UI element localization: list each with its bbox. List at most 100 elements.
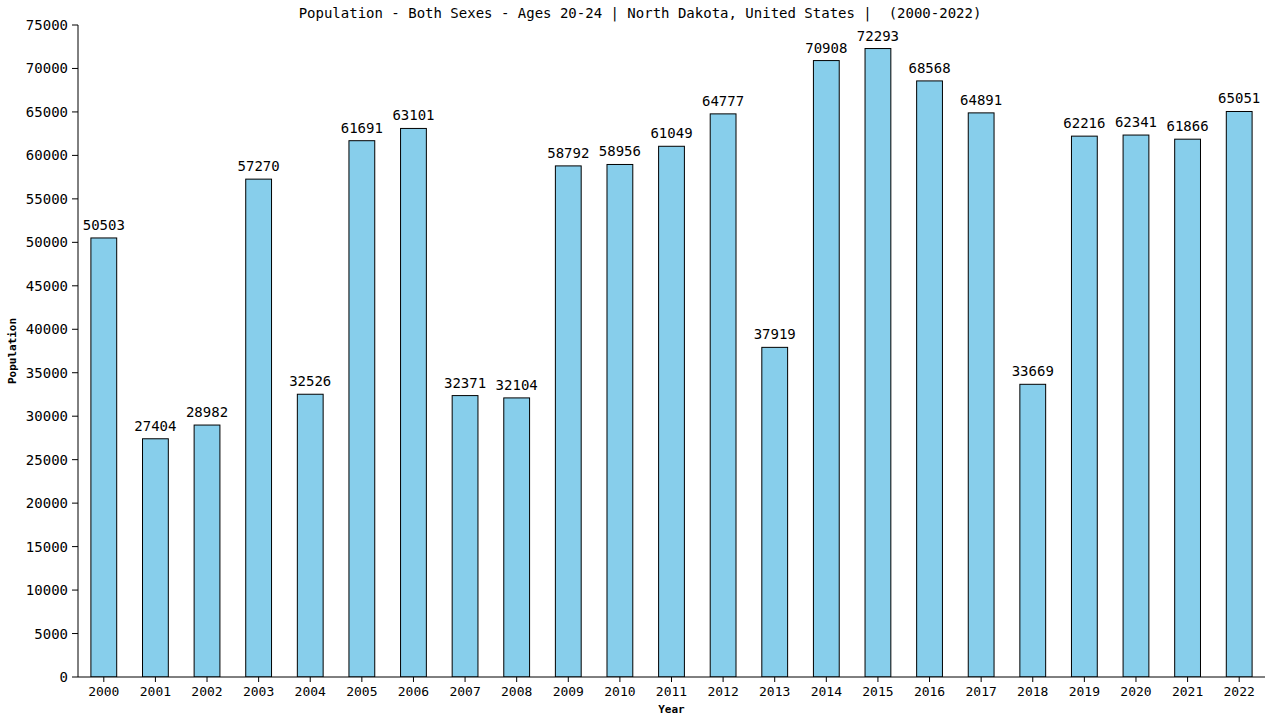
x-tick-label: 2017: [965, 684, 996, 699]
data-label: 28982: [186, 404, 228, 420]
y-axis: [78, 25, 79, 677]
chart-svg: 5050327404289825727032526616916310132371…: [0, 0, 1280, 720]
x-tick-label: 2022: [1224, 684, 1255, 699]
x-tick-label: 2007: [449, 684, 480, 699]
y-tick: [72, 198, 78, 199]
data-label: 33669: [1012, 363, 1054, 379]
chart-container: 5050327404289825727032526616916310132371…: [0, 0, 1280, 720]
data-label: 32371: [444, 375, 486, 391]
data-label: 61691: [341, 120, 383, 136]
x-tick: [361, 677, 362, 682]
x-tick-label: 2000: [88, 684, 119, 699]
x-axis-label: Year: [658, 703, 685, 716]
x-tick-label: 2011: [656, 684, 687, 699]
y-tick-label: 75000: [26, 17, 68, 33]
x-tick-label: 2016: [914, 684, 945, 699]
y-tick-label: 65000: [26, 104, 68, 120]
x-tick: [877, 677, 878, 682]
data-label: 37919: [754, 326, 796, 342]
data-label: 64891: [960, 92, 1002, 108]
bar: [917, 81, 943, 677]
y-tick: [72, 416, 78, 417]
data-label: 68568: [908, 60, 950, 76]
x-tick: [619, 677, 620, 682]
x-tick-label: 2012: [707, 684, 738, 699]
x-tick: [465, 677, 466, 682]
y-tick-label: 70000: [26, 60, 68, 76]
bar: [143, 439, 169, 677]
y-tick-label: 10000: [26, 582, 68, 598]
x-tick-label: 2008: [501, 684, 532, 699]
data-label: 70908: [805, 40, 847, 56]
y-tick: [72, 546, 78, 547]
data-label: 64777: [702, 93, 744, 109]
x-tick-label: 2006: [398, 684, 429, 699]
data-label: 61049: [650, 125, 692, 141]
bar: [555, 166, 581, 677]
bar: [1020, 384, 1046, 677]
x-tick: [207, 677, 208, 682]
x-tick: [826, 677, 827, 682]
bar: [194, 425, 220, 677]
data-label: 62216: [1063, 115, 1105, 131]
bar: [659, 146, 685, 677]
x-tick-label: 2013: [759, 684, 790, 699]
data-label: 61866: [1167, 118, 1209, 134]
data-label: 32104: [496, 377, 538, 393]
x-tick: [671, 677, 672, 682]
x-tick-label: 2015: [862, 684, 893, 699]
data-label: 32526: [289, 373, 331, 389]
bar: [297, 394, 323, 677]
x-tick-label: 2002: [191, 684, 222, 699]
bar: [865, 49, 891, 677]
x-tick: [981, 677, 982, 682]
x-tick: [413, 677, 414, 682]
x-tick: [1239, 677, 1240, 682]
data-label: 57270: [238, 158, 280, 174]
x-tick: [929, 677, 930, 682]
data-label: 50503: [83, 217, 125, 233]
bar: [246, 179, 272, 677]
bar: [1123, 135, 1149, 677]
title: Population - Both Sexes - Ages 20-24 | N…: [299, 5, 982, 22]
x-tick-label: 2009: [553, 684, 584, 699]
x-tick: [1187, 677, 1188, 682]
bar: [91, 238, 117, 677]
x-tick-label: 2018: [1017, 684, 1048, 699]
y-tick: [72, 372, 78, 373]
y-tick-label: 20000: [26, 495, 68, 511]
bar: [504, 398, 530, 677]
x-tick-label: 2010: [604, 684, 635, 699]
y-tick-label: 30000: [26, 408, 68, 424]
y-tick: [72, 242, 78, 243]
x-tick: [258, 677, 259, 682]
x-tick-label: 2005: [346, 684, 377, 699]
bar: [1071, 136, 1097, 677]
y-tick-label: 25000: [26, 452, 68, 468]
y-tick: [72, 633, 78, 634]
x-tick: [310, 677, 311, 682]
x-tick: [774, 677, 775, 682]
bar: [349, 141, 375, 677]
y-tick-label: 15000: [26, 539, 68, 555]
y-tick: [72, 503, 78, 504]
x-tick: [155, 677, 156, 682]
y-tick: [72, 329, 78, 330]
y-tick: [72, 459, 78, 460]
y-tick-label: 55000: [26, 191, 68, 207]
x-tick: [103, 677, 104, 682]
bar: [452, 396, 478, 677]
bar: [813, 61, 839, 677]
bar: [968, 113, 994, 677]
y-tick: [72, 25, 78, 26]
bar: [762, 347, 788, 677]
x-tick: [723, 677, 724, 682]
data-label: 65051: [1218, 90, 1260, 106]
x-tick-label: 2004: [295, 684, 326, 699]
y-tick: [72, 590, 78, 591]
bar: [1226, 111, 1252, 677]
y-tick-label: 50000: [26, 234, 68, 250]
y-tick: [72, 155, 78, 156]
data-label: 27404: [134, 418, 176, 434]
data-label: 62341: [1115, 114, 1157, 130]
